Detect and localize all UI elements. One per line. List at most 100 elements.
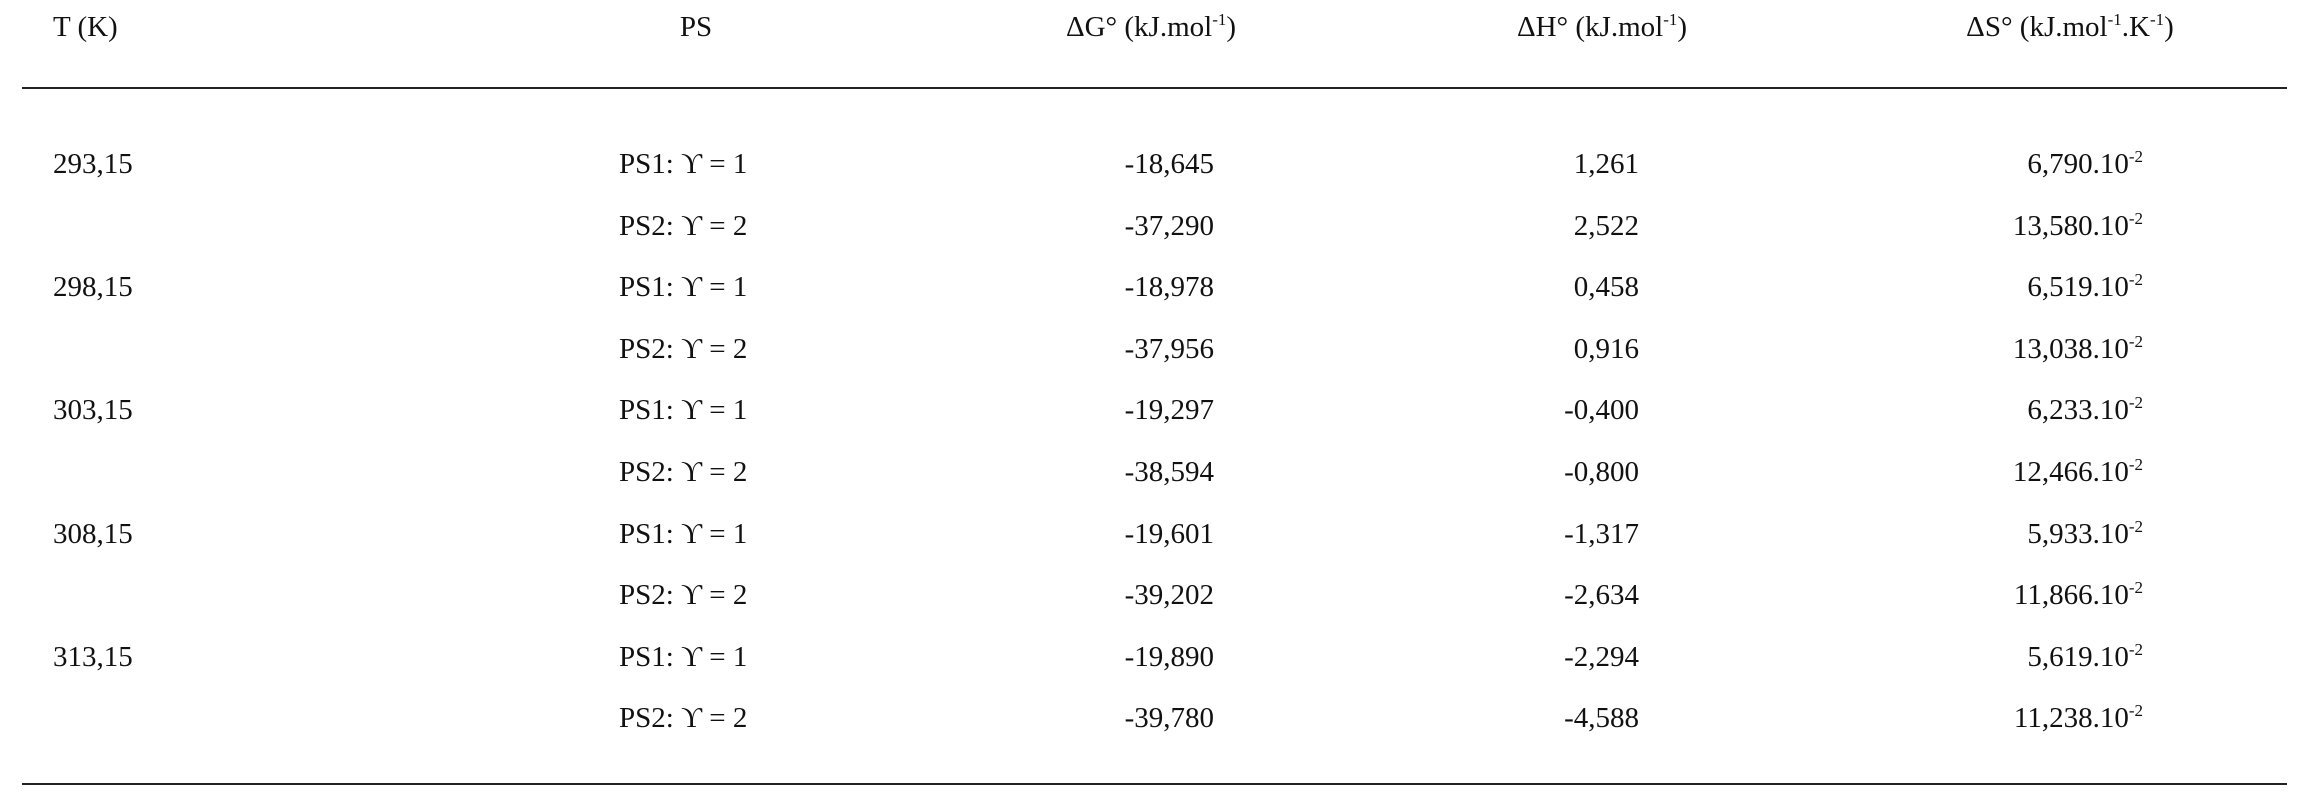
cell-text: 11,866.10 <box>2013 579 2129 612</box>
dg-cell: -19,297 <box>1125 392 1214 428</box>
superscript: -2 <box>2128 701 2143 721</box>
dh-cell: -4,588 <box>1564 700 1639 736</box>
cell-text: -38,594 <box>1124 456 1214 488</box>
bottom-rule <box>22 783 2287 785</box>
cell-text: 13,038.10 <box>2012 332 2129 365</box>
cell-text: PS1: ϒ = 1 <box>619 640 748 673</box>
header-text: PS <box>679 11 713 43</box>
ps-cell: PS2: ϒ = 2 <box>619 208 747 244</box>
cell-text: 6,233.10 <box>2027 394 2129 427</box>
header-text: ) <box>2164 11 2174 43</box>
ps-cell: PS2: ϒ = 2 <box>619 454 747 490</box>
cell-text: 2,522 <box>1573 209 1639 242</box>
header-text: ) <box>1226 11 1237 43</box>
ds-cell: 11,866.10-2 <box>2014 577 2143 613</box>
superscript: -1 <box>2149 10 2165 29</box>
cell-text: -39,202 <box>1124 579 1214 612</box>
dh-cell: 0,458 <box>1574 269 1639 305</box>
cell-text: -39,780 <box>1124 702 1214 735</box>
header-cell: T (K) <box>53 9 118 45</box>
cell-text: 5,619.10 <box>2027 640 2129 673</box>
cell-text: 11,238.10 <box>2013 702 2129 735</box>
superscript: -1 <box>1663 10 1678 29</box>
cell-text: -18,645 <box>1124 148 1214 180</box>
dh-cell: -0,800 <box>1564 454 1639 490</box>
cell-text: 303,15 <box>53 394 133 427</box>
cell-text: -4,588 <box>1564 702 1639 735</box>
ps-cell: PS2: ϒ = 2 <box>619 577 747 613</box>
ds-cell: 6,233.10-2 <box>2027 392 2143 428</box>
dh-cell: -2,294 <box>1564 639 1639 675</box>
dg-cell: -19,890 <box>1125 639 1214 675</box>
cell-text: 298,15 <box>53 271 133 304</box>
ps-cell: PS1: ϒ = 1 <box>619 516 747 552</box>
superscript: -2 <box>2128 516 2143 536</box>
superscript: -2 <box>2128 393 2143 413</box>
dh-cell: 0,916 <box>1574 331 1639 367</box>
cell-text: PS1: ϒ = 1 <box>619 394 748 427</box>
dh-cell: 1,261 <box>1574 146 1639 182</box>
dg-cell: -39,780 <box>1125 700 1214 736</box>
superscript: -2 <box>2128 578 2143 598</box>
cell-text: PS2: ϒ = 2 <box>619 579 748 612</box>
ds-cell: 13,580.10-2 <box>2013 208 2143 244</box>
temperature: 293,15 <box>53 146 133 182</box>
cell-text: PS2: ϒ = 2 <box>619 332 748 365</box>
cell-text: 0,916 <box>1573 332 1639 365</box>
cell-text: 13,580.10 <box>2012 209 2129 242</box>
temperature: 308,15 <box>53 516 133 552</box>
header-cell: PS <box>680 9 712 45</box>
temperature: 298,15 <box>53 269 133 305</box>
cell-text: -19,890 <box>1124 640 1214 673</box>
ds-cell: 6,519.10-2 <box>2027 269 2143 305</box>
cell-text: -0,800 <box>1564 456 1639 488</box>
superscript: -1 <box>1212 10 1227 29</box>
header-rule <box>22 87 2287 89</box>
cell-text: 313,15 <box>53 640 133 673</box>
cell-text: PS2: ϒ = 2 <box>619 456 748 488</box>
dh-cell: -0,400 <box>1564 392 1639 428</box>
header-cell: ΔG° (kJ.mol-1) <box>1066 9 1236 45</box>
cell-text: 5,933.10 <box>2027 517 2129 550</box>
ds-cell: 6,790.10-2 <box>2027 146 2143 182</box>
ps-cell: PS1: ϒ = 1 <box>619 392 747 428</box>
ps-cell: PS1: ϒ = 1 <box>619 639 747 675</box>
ps-cell: PS1: ϒ = 1 <box>619 146 747 182</box>
dg-cell: -18,645 <box>1125 146 1214 182</box>
dh-cell: -2,634 <box>1564 577 1639 613</box>
cell-text: 293,15 <box>53 148 133 180</box>
cell-text: 1,261 <box>1573 148 1639 180</box>
cell-text: PS2: ϒ = 2 <box>619 702 748 735</box>
header-text: .K <box>2121 11 2150 43</box>
header-cell: ΔH° (kJ.mol-1) <box>1517 9 1687 45</box>
temperature: 313,15 <box>53 639 133 675</box>
cell-text: -19,601 <box>1124 517 1214 550</box>
cell-text: -37,956 <box>1124 332 1214 365</box>
temperature: 303,15 <box>53 392 133 428</box>
dg-cell: -39,202 <box>1125 577 1214 613</box>
superscript: -2 <box>2128 147 2143 166</box>
dh-cell: 2,522 <box>1574 208 1639 244</box>
header-text: ΔG° (kJ.mol <box>1065 11 1213 43</box>
ds-cell: 12,466.10-2 <box>2013 454 2143 490</box>
header-text: ΔH° (kJ.mol <box>1516 11 1664 43</box>
header-cell: ΔS° (kJ.mol-1.K-1) <box>1966 9 2174 45</box>
cell-text: 12,466.10 <box>2012 456 2129 488</box>
dg-cell: -37,290 <box>1125 208 1214 244</box>
cell-text: -18,978 <box>1124 271 1214 304</box>
superscript: -2 <box>2128 639 2143 659</box>
ds-cell: 13,038.10-2 <box>2013 331 2143 367</box>
dg-cell: -18,978 <box>1125 269 1214 305</box>
superscript: -2 <box>2128 331 2143 351</box>
ds-cell: 5,933.10-2 <box>2027 516 2143 552</box>
header-text: T (K) <box>53 11 118 43</box>
cell-text: -19,297 <box>1124 394 1214 427</box>
cell-text: PS1: ϒ = 1 <box>619 271 748 304</box>
dg-cell: -38,594 <box>1125 454 1214 490</box>
superscript: -2 <box>2128 455 2143 474</box>
superscript: -2 <box>2128 208 2143 228</box>
cell-text: -2,634 <box>1564 579 1639 612</box>
cell-text: PS1: ϒ = 1 <box>619 148 748 180</box>
ds-cell: 5,619.10-2 <box>2027 639 2143 675</box>
